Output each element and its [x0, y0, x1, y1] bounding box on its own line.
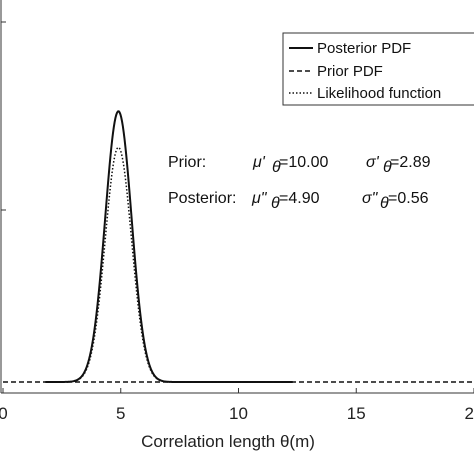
legend-label-prior: Prior PDF — [317, 63, 383, 80]
posterior-label: Posterior: — [168, 190, 236, 207]
y-ticks — [1, 21, 6, 211]
posterior-stats: Posterior: μ" θ =4.90 σ" θ =0.56 — [168, 190, 429, 212]
x-axis-title: Correlation length θ(m) — [141, 432, 315, 451]
posterior-mu-value: =4.90 — [279, 190, 320, 207]
x-ticks: 0 5 10 15 20 — [0, 388, 474, 423]
x-tick-label-5: 5 — [116, 404, 125, 423]
posterior-sigma-sub: θ — [380, 195, 389, 212]
prior-label: Prior: — [168, 154, 206, 171]
prior-sigma-value: =2.89 — [390, 154, 431, 171]
legend: Posterior PDF Prior PDF Likelihood funct… — [282, 32, 474, 106]
posterior-mu-sub: θ — [271, 195, 280, 212]
series-line-posterior-pdf — [45, 110, 293, 383]
prior-mu-value: =10.00 — [279, 154, 328, 171]
series-line-likelihood-function — [45, 146, 293, 383]
prior-stats: Prior: μ' θ =10.00 σ' θ =2.89 — [168, 154, 431, 176]
legend-label-posterior: Posterior PDF — [317, 40, 411, 57]
x-tick-label-10: 10 — [229, 404, 248, 423]
prior-sigma: σ' — [366, 154, 380, 171]
legend-box — [282, 32, 474, 106]
prior-mu-sub: θ — [272, 159, 281, 176]
prior-sigma-sub: θ — [383, 159, 392, 176]
posterior-sigma-value: =0.56 — [388, 190, 429, 207]
posterior-mu: μ" — [251, 190, 268, 207]
prior-mu: μ' — [252, 154, 266, 171]
series-layer — [3, 110, 474, 383]
x-tick-label-20: 20 — [465, 404, 474, 423]
posterior-sigma: σ" — [362, 190, 379, 207]
legend-label-likelihood: Likelihood function — [317, 85, 441, 102]
x-tick-label-15: 15 — [347, 404, 366, 423]
x-tick-label-0: 0 — [0, 404, 8, 423]
